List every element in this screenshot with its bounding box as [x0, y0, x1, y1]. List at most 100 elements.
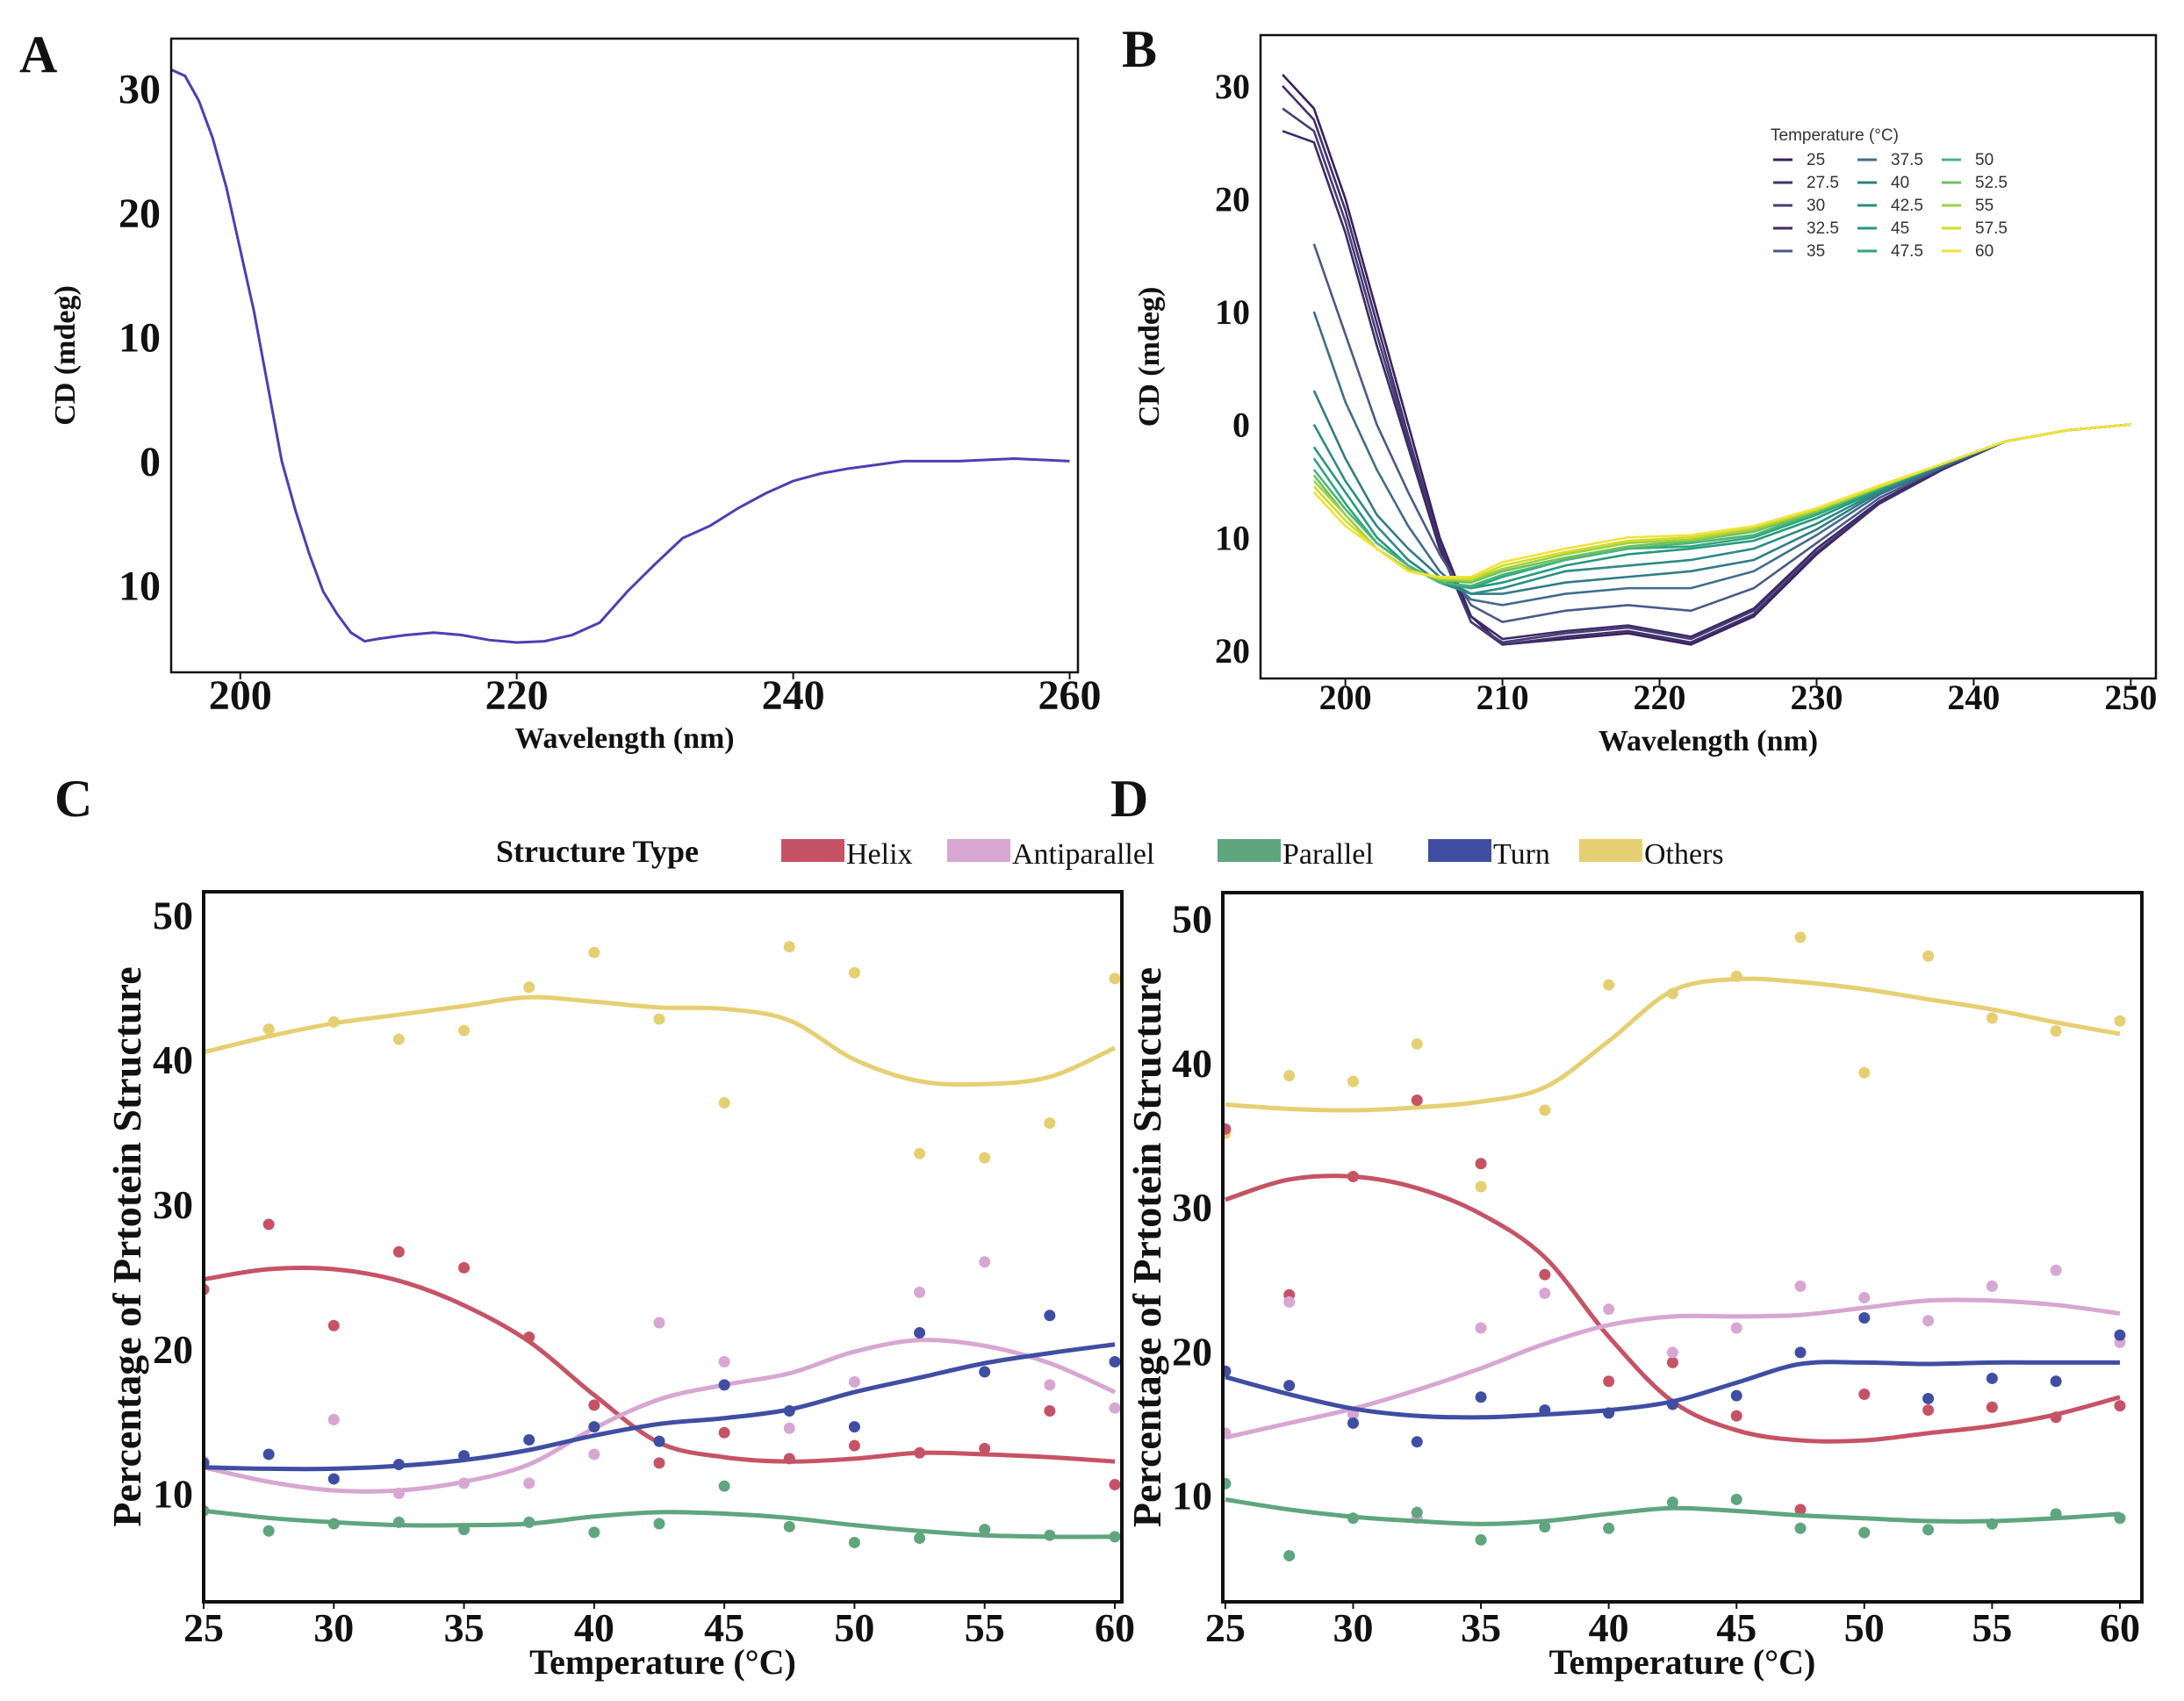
data-point-helix	[1986, 1401, 1998, 1413]
data-point-turn	[1044, 1310, 1056, 1322]
spectrum-line-47.5	[1312, 423, 2131, 590]
data-point-helix	[1044, 1405, 1056, 1418]
data-point-helix	[1223, 1123, 1232, 1135]
panel-d: D 25 30 35 40 45 50 55 60 50 40 30 20 10 Temperature (…	[1110, 770, 2144, 1682]
y-tick-label: 10	[119, 315, 161, 362]
x-tick-label: 60	[1095, 1605, 1135, 1650]
trend-line-antiparallel	[204, 1338, 1117, 1494]
data-point-antiparallel	[783, 1422, 795, 1434]
y-axis-title: CD (mdeg)	[1133, 287, 1166, 427]
data-point-others	[392, 1033, 405, 1045]
data-point-parallel	[1603, 1522, 1615, 1534]
data-point-parallel	[848, 1536, 860, 1548]
data-point-antiparallel	[327, 1413, 340, 1425]
data-point-helix	[1922, 1404, 1935, 1417]
data-point-parallel	[1539, 1521, 1551, 1533]
panel-b: B Temperature (°C) 25 27.5 30 32.5 35 37.5 40 42.…	[1122, 20, 2157, 757]
data-point-antiparallel	[1986, 1280, 1998, 1292]
y-axis-title: Percentage of Prtotein Structure	[104, 966, 149, 1526]
x-tick-label: 30	[1333, 1605, 1373, 1650]
legend-label-antiparallel: Antiparallel	[1012, 838, 1154, 871]
y-tick-label: 40	[1172, 1041, 1212, 1086]
spectrum-line-37.5	[1312, 311, 2131, 606]
data-point-parallel	[1223, 1477, 1232, 1489]
spectrum-line-57.5	[1312, 423, 2131, 581]
plot-area	[171, 68, 1070, 644]
legend-swatch-turn	[1428, 839, 1491, 862]
data-point-parallel	[1794, 1522, 1807, 1534]
legend-label: 55	[1975, 197, 1994, 215]
plot-area	[1282, 74, 2131, 646]
spectrum-line-50	[1312, 423, 2131, 587]
spectrum-line-40	[1312, 390, 2131, 595]
data-point-helix	[1109, 1479, 1121, 1491]
legend-label: 30	[1807, 197, 1825, 215]
data-point-parallel	[914, 1532, 926, 1545]
y-tick-label: 10	[153, 1472, 193, 1517]
data-point-others	[1603, 979, 1615, 991]
data-point-parallel	[327, 1518, 340, 1530]
data-point-helix	[2114, 1400, 2126, 1412]
data-point-helix	[1666, 1356, 1678, 1368]
data-point-turn	[2050, 1375, 2062, 1388]
y-tick-label: 20	[153, 1327, 193, 1372]
legend-label: 25	[1807, 151, 1825, 169]
legend-swatch-others	[1579, 839, 1642, 862]
x-tick-label: 55	[965, 1605, 1005, 1650]
data-point-others	[327, 1016, 340, 1028]
data-point-antiparallel	[1283, 1295, 1296, 1308]
data-point-helix	[1794, 1504, 1807, 1516]
data-point-turn	[392, 1458, 405, 1470]
data-point-helix	[653, 1457, 665, 1469]
x-tick-label: 210	[1476, 678, 1529, 717]
data-point-turn	[1283, 1380, 1296, 1392]
data-point-antiparallel	[1347, 1409, 1359, 1421]
data-point-others	[1922, 950, 1935, 962]
data-point-turn	[458, 1450, 471, 1462]
data-point-turn	[1794, 1346, 1807, 1359]
data-point-others	[1794, 931, 1807, 944]
panel-label: B	[1122, 20, 1157, 78]
data-point-parallel	[588, 1526, 600, 1539]
legend-label: 37.5	[1891, 151, 1923, 169]
y-tick-label: 0	[1232, 406, 1250, 445]
y-tick-label: 50	[1172, 897, 1212, 942]
data-point-turn	[2114, 1329, 2126, 1341]
data-point-antiparallel	[653, 1317, 665, 1329]
x-tick-label: 45	[704, 1605, 744, 1650]
data-point-antiparallel	[718, 1355, 730, 1367]
spectrum-line-52.5	[1312, 423, 2131, 585]
data-point-antiparallel	[1223, 1427, 1232, 1439]
panel-a: A 200 220 240 260 30 20 10 0 10 Wavelength (nm) CD …	[19, 25, 1102, 755]
y-tick-label: 30	[1172, 1185, 1212, 1230]
legend-swatch-antiparallel	[947, 839, 1010, 862]
data-point-parallel	[1986, 1518, 1998, 1530]
legend-title: Structure Type	[496, 834, 699, 869]
data-point-helix	[327, 1319, 340, 1331]
y-tick-label: 30	[153, 1182, 193, 1227]
plot-frame	[1259, 33, 2158, 680]
x-axis-title: Wavelength (nm)	[1598, 725, 1818, 757]
data-point-helix	[1858, 1389, 1871, 1401]
legend-label-turn: Turn	[1493, 838, 1550, 871]
x-tick-label: 60	[2100, 1605, 2140, 1650]
y-tick-label: 10	[1172, 1474, 1212, 1518]
temperature-legend: Temperature (°C) 25 27.5 30 32.5 35 37.5 40 42.5…	[1771, 126, 2008, 261]
data-point-antiparallel	[1858, 1291, 1871, 1303]
legend-label: 45	[1891, 219, 1909, 238]
plot-frame	[202, 890, 1124, 1604]
data-point-turn	[1666, 1398, 1678, 1410]
data-point-turn	[1109, 1355, 1121, 1367]
legend-label: 42.5	[1891, 197, 1923, 215]
trend-line-turn	[204, 1342, 1116, 1472]
data-point-helix	[1347, 1171, 1359, 1183]
data-point-parallel	[1347, 1512, 1359, 1525]
y-tick-label: 10	[119, 563, 161, 610]
spectrum-line-32.5	[1282, 130, 2131, 641]
data-point-turn	[1603, 1407, 1615, 1419]
y-tick-label: 20	[1215, 631, 1250, 671]
x-axis-title: Wavelength (nm)	[514, 722, 734, 755]
data-point-others	[1986, 1012, 1998, 1024]
data-point-parallel	[979, 1524, 991, 1536]
